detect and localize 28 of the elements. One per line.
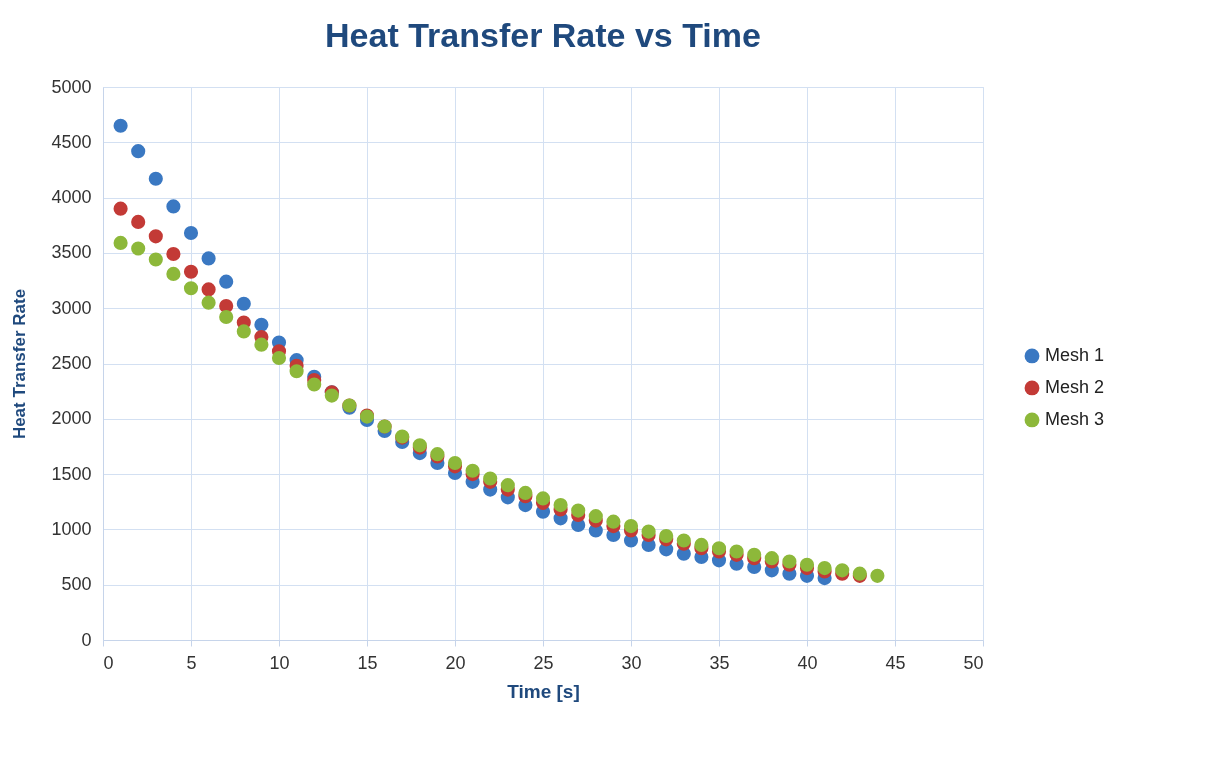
x-axis-title: Time [s] — [507, 680, 580, 702]
x-tick-label: 30 — [621, 652, 642, 673]
x-tick-label: 40 — [797, 652, 818, 673]
y-tick-label: 2000 — [51, 408, 92, 429]
x-tick-label: 20 — [445, 652, 466, 673]
y-tick-label: 3500 — [51, 242, 92, 263]
x-tick-label: 50 — [963, 652, 984, 673]
y-tick-label: 4000 — [51, 187, 92, 208]
x-tick-label: 0 — [103, 652, 114, 673]
y-tick-label: 4500 — [51, 131, 92, 152]
x-tick-label: 35 — [709, 652, 730, 673]
y-tick-label: 5000 — [51, 76, 92, 97]
y-tick-label: 2500 — [51, 353, 92, 373]
legend-label: Mesh 3 — [1045, 408, 1105, 429]
x-tick-label: 5 — [186, 652, 197, 673]
y-tick-label: 0 — [81, 629, 92, 650]
legend-label: Mesh 2 — [1045, 376, 1105, 397]
x-tick-label: 10 — [269, 652, 290, 673]
y-tick-label: 1000 — [51, 518, 92, 539]
chart-title: Heat Transfer Rate vs Time — [325, 16, 761, 54]
y-tick-label: 3000 — [51, 297, 92, 318]
y-axis-title: Heat Transfer Rate — [10, 288, 30, 440]
legend-label: Mesh 1 — [1045, 344, 1105, 365]
x-tick-label: 25 — [533, 652, 554, 673]
y-tick-label: 500 — [61, 574, 92, 595]
x-tick-label: 15 — [357, 652, 378, 673]
x-tick-label: 45 — [885, 652, 906, 673]
y-tick-label: 1500 — [51, 463, 92, 484]
